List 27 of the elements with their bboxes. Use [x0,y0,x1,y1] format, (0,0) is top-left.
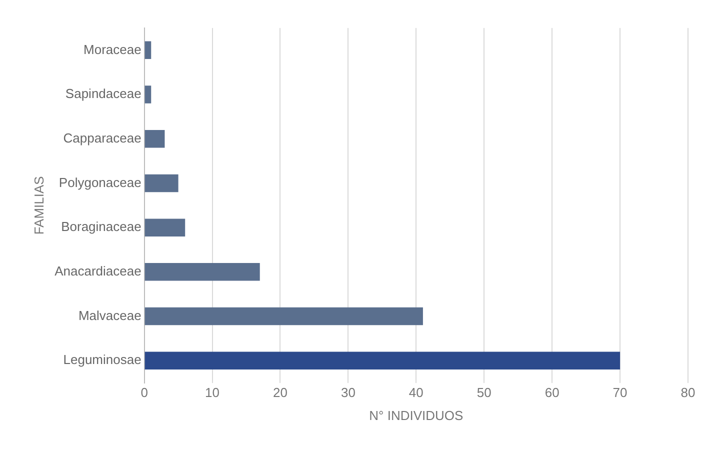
bar [144,263,260,281]
x-tick-label: 50 [476,385,492,400]
y-axis-title: FAMILIAS [31,176,46,235]
y-tick-label: Polygonaceae [58,174,142,190]
y-tick-label: Capparaceae [63,130,142,146]
x-axis-title: N° INDIVIDUOS [369,408,464,423]
bar [144,86,152,104]
bar [144,41,152,60]
bar [144,352,620,370]
y-tick-label: Malvaceae [78,308,142,323]
bar [144,130,165,148]
x-tick-label: 10 [205,385,220,400]
y-tick-label: Sapindaceae [65,86,142,102]
bar [144,307,423,326]
x-tick-label: 30 [340,385,356,400]
y-tick-label: Anacardiaceae [54,264,142,279]
y-tick-label: Boraginaceae [61,219,142,234]
x-tick-label: 80 [680,385,696,400]
x-tick-label: 40 [408,385,424,400]
x-tick-label: 70 [612,385,628,400]
y-tick-label: Moraceae [84,42,142,57]
bar [144,218,186,236]
x-tick-label: 20 [273,385,288,400]
x-tick-label: 60 [544,385,560,400]
y-tick-label: Leguminosae [63,352,142,368]
bar [144,174,178,192]
x-tick-label: 0 [140,385,148,400]
